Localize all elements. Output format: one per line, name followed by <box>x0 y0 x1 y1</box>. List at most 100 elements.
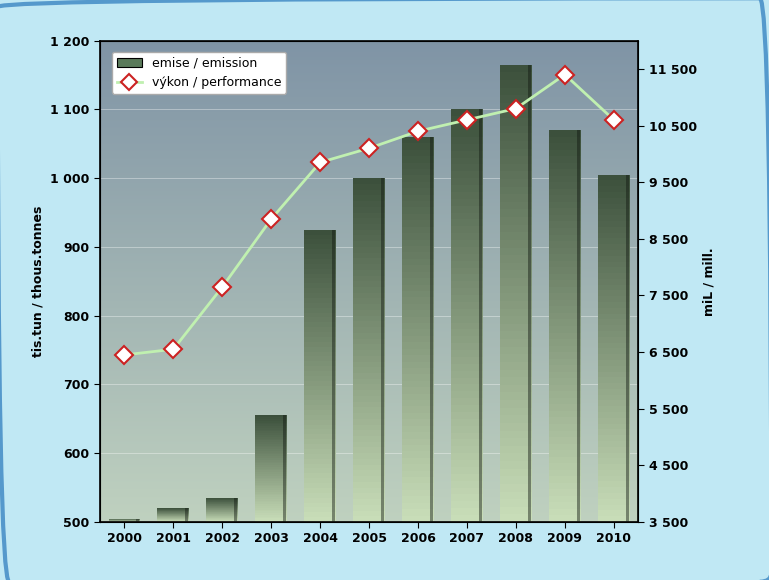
Bar <box>255 435 287 437</box>
Bar <box>500 514 532 522</box>
Bar <box>549 352 581 358</box>
Bar <box>255 474 287 476</box>
Bar <box>451 206 483 212</box>
Bar <box>255 456 287 458</box>
Bar <box>500 309 532 316</box>
Bar <box>353 494 385 499</box>
Bar <box>500 339 532 347</box>
Bar <box>305 259 336 264</box>
Bar <box>451 192 483 199</box>
Bar <box>305 463 336 469</box>
Bar <box>500 233 532 240</box>
Bar <box>305 380 336 386</box>
Bar <box>402 195 434 201</box>
Bar <box>305 439 336 444</box>
Bar <box>549 346 581 352</box>
Bar <box>353 396 385 401</box>
Bar <box>549 516 581 522</box>
Bar <box>402 323 434 329</box>
Bar <box>305 502 336 508</box>
Bar <box>305 298 336 303</box>
Bar <box>451 501 483 508</box>
Bar <box>549 189 581 195</box>
Bar <box>598 250 630 256</box>
Bar <box>549 313 581 320</box>
Bar <box>402 246 434 252</box>
Bar <box>549 502 581 509</box>
Bar <box>255 419 287 420</box>
Bar <box>402 298 434 304</box>
Bar <box>451 274 483 281</box>
Bar <box>500 415 532 423</box>
Bar <box>451 295 483 302</box>
Bar <box>451 309 483 316</box>
Bar <box>353 333 385 339</box>
Bar <box>549 483 581 490</box>
Bar <box>451 288 483 295</box>
Bar <box>353 470 385 476</box>
Bar <box>598 267 630 273</box>
Bar <box>549 456 581 463</box>
Bar <box>500 469 532 476</box>
Bar <box>402 214 434 220</box>
Bar <box>255 460 287 462</box>
Bar <box>451 171 483 178</box>
Bar <box>402 413 434 419</box>
Bar <box>255 476 287 477</box>
Bar <box>549 490 581 496</box>
Bar <box>305 264 336 269</box>
Bar <box>353 516 385 522</box>
Bar <box>255 501 287 502</box>
Bar <box>500 438 532 446</box>
Bar <box>549 228 581 234</box>
Bar <box>255 467 287 469</box>
Bar <box>500 80 532 88</box>
Bar <box>598 204 630 209</box>
Bar <box>353 436 385 442</box>
Bar <box>255 437 287 438</box>
Bar <box>549 267 581 274</box>
Bar <box>353 390 385 396</box>
Bar <box>305 449 336 454</box>
Bar <box>549 136 581 143</box>
Bar <box>353 385 385 390</box>
Bar <box>305 254 336 259</box>
Bar <box>549 222 581 228</box>
Bar <box>402 240 434 246</box>
Bar <box>500 148 532 156</box>
Bar <box>255 481 287 483</box>
Bar <box>500 446 532 454</box>
Bar <box>255 497 287 499</box>
Bar <box>353 448 385 453</box>
Bar <box>598 175 630 180</box>
Bar <box>549 274 581 280</box>
Bar <box>305 249 336 254</box>
Bar <box>305 493 336 498</box>
Bar <box>451 453 483 460</box>
Bar <box>549 202 581 208</box>
Bar <box>353 488 385 494</box>
Bar <box>255 422 287 425</box>
Bar <box>255 440 287 442</box>
Bar <box>549 463 581 470</box>
Bar <box>255 510 287 512</box>
Bar <box>500 476 532 484</box>
Bar <box>353 476 385 482</box>
Legend: emise / emission, výkon / performance: emise / emission, výkon / performance <box>112 52 286 94</box>
Bar <box>353 293 385 299</box>
Bar <box>430 137 433 522</box>
Bar <box>451 158 483 164</box>
Bar <box>500 408 532 415</box>
Bar <box>549 248 581 254</box>
Bar <box>255 469 287 470</box>
Bar <box>305 322 336 327</box>
Bar <box>598 493 630 499</box>
Bar <box>598 186 630 192</box>
Bar <box>255 417 287 419</box>
Bar <box>549 169 581 176</box>
Bar <box>598 360 630 366</box>
Bar <box>402 503 434 509</box>
Bar <box>402 259 434 265</box>
Bar <box>353 482 385 488</box>
Bar <box>305 483 336 488</box>
